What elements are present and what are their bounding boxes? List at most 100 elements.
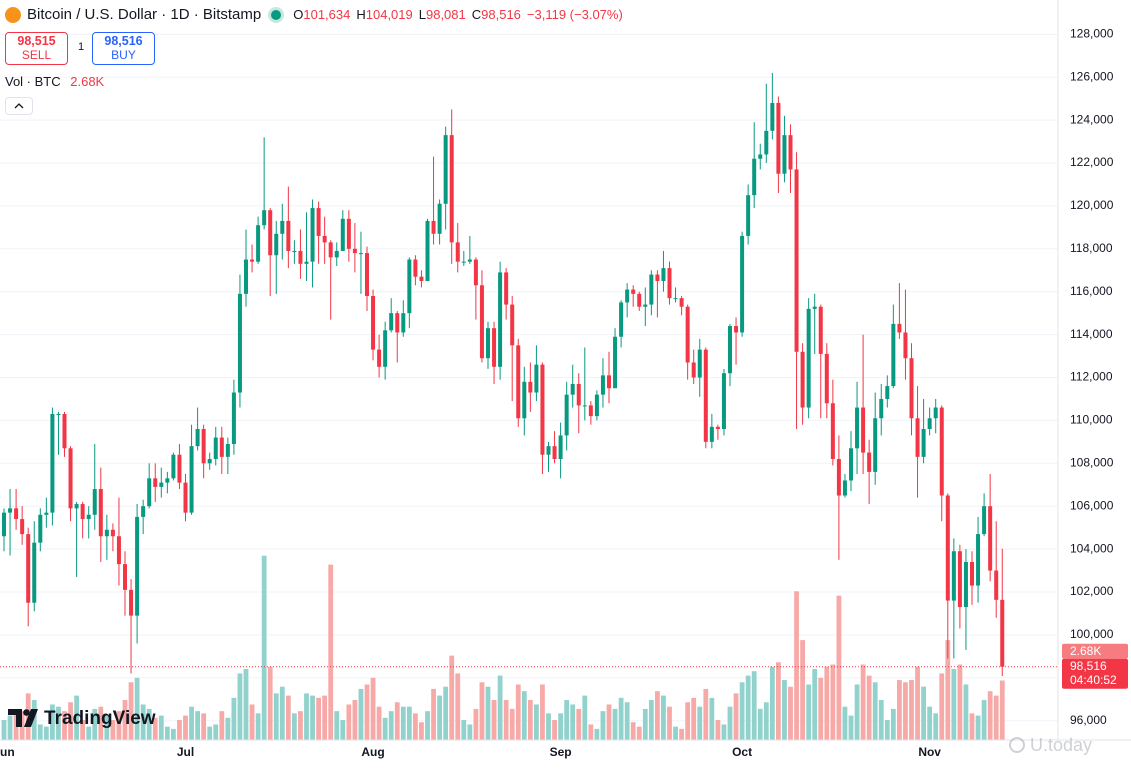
ohlc-value: 98,081 xyxy=(425,7,466,22)
volume-bar xyxy=(322,695,328,740)
candle-body xyxy=(600,375,605,395)
volume-bar xyxy=(963,684,969,740)
candle-body xyxy=(879,398,884,419)
y-tick-label: 114,000 xyxy=(1070,327,1113,341)
volume-bar xyxy=(279,686,285,740)
y-tick-label: 96,000 xyxy=(1070,713,1107,727)
volume-bar xyxy=(443,686,449,740)
candle-body xyxy=(316,208,321,236)
candle-body xyxy=(951,551,956,601)
candle-body xyxy=(685,306,690,363)
quantity: 1 xyxy=(78,41,85,53)
volume-bar xyxy=(183,715,188,740)
y-tick-label: 120,000 xyxy=(1070,198,1114,212)
volume-bar xyxy=(267,666,273,740)
ohlc-value: 101,634 xyxy=(303,7,351,22)
volume-bar xyxy=(969,713,975,740)
candle-body xyxy=(189,446,194,513)
volume-bar xyxy=(933,713,939,740)
volume-bar xyxy=(655,691,660,740)
x-tick-label: Aug xyxy=(361,745,384,759)
volume-bar xyxy=(1,720,7,740)
candle-body xyxy=(885,386,890,399)
y-tick-label: 126,000 xyxy=(1070,69,1114,83)
watermark-text: U.today xyxy=(1030,735,1092,755)
candle-body xyxy=(225,444,230,457)
coin-icon xyxy=(5,6,21,23)
volume-bar xyxy=(352,700,358,740)
candle-body xyxy=(764,130,769,155)
candle-body xyxy=(383,330,388,367)
candle-body xyxy=(649,274,654,305)
volume-bar xyxy=(733,693,739,740)
volume-value: 2.68K xyxy=(70,74,105,89)
volume-bar xyxy=(860,664,866,740)
volume-bar xyxy=(316,697,321,740)
volume-bar xyxy=(7,715,13,740)
candle-body xyxy=(492,328,497,367)
y-tick-label: 100,000 xyxy=(1070,627,1114,641)
candle-body xyxy=(818,306,823,354)
sell-button[interactable]: 98,515 SELL xyxy=(5,32,68,65)
candle-body xyxy=(625,289,630,303)
candle-body xyxy=(147,478,152,507)
volume-bar xyxy=(745,675,751,740)
countdown-text: 04:40:52 xyxy=(1070,673,1117,687)
volume-bar xyxy=(171,728,176,740)
volume-bar xyxy=(177,720,182,740)
ohlc-letter: O xyxy=(293,7,304,22)
volume-bar xyxy=(56,706,61,740)
volume-bar xyxy=(213,724,219,740)
volume-bar xyxy=(909,680,914,740)
volume-bar xyxy=(122,700,128,740)
candle-body xyxy=(498,272,503,367)
volume-bar xyxy=(818,677,824,740)
volume-bar xyxy=(467,724,473,740)
candle-body xyxy=(963,561,968,608)
candle-body xyxy=(443,135,448,204)
volume-bar xyxy=(104,715,110,740)
candle-body xyxy=(800,351,805,408)
candle-body xyxy=(292,250,297,252)
volume-bar xyxy=(50,704,55,740)
candle-body xyxy=(740,235,745,333)
volume-bar xyxy=(540,684,545,740)
volume-bar xyxy=(527,700,533,740)
volume-bar xyxy=(582,695,588,740)
volume-bar xyxy=(515,684,521,740)
candle-body xyxy=(401,313,406,333)
candle-body xyxy=(431,220,436,234)
volume-bar xyxy=(340,720,346,740)
ohlc-letter: L xyxy=(418,7,426,22)
volume-bar xyxy=(921,686,926,740)
candle-body xyxy=(455,242,460,262)
candle-body xyxy=(467,259,472,262)
buy-button[interactable]: 98,516 BUY xyxy=(92,32,155,65)
volume-bar xyxy=(491,700,497,740)
x-tick-label: Jun xyxy=(0,745,15,759)
y-tick-label: 106,000 xyxy=(1070,498,1114,512)
volume-bar xyxy=(394,702,400,740)
candle-body xyxy=(14,508,19,520)
candle-body xyxy=(933,407,938,419)
candle-body xyxy=(613,336,618,389)
volume-bar xyxy=(763,702,769,740)
volume-bar xyxy=(999,680,1005,740)
candle-body xyxy=(673,298,678,300)
volume-bar xyxy=(975,715,981,740)
volume-bar xyxy=(800,640,805,740)
candle-body xyxy=(8,508,13,513)
ohlc-letter: C xyxy=(471,7,482,22)
volume-bar xyxy=(661,695,666,740)
candle-body xyxy=(728,326,732,374)
volume-bar xyxy=(981,700,987,740)
collapse-button[interactable] xyxy=(5,97,33,115)
candle-body xyxy=(752,158,757,196)
volume-bar xyxy=(806,684,812,740)
volume-bar xyxy=(576,708,582,740)
volume-tag-text: 2.68K xyxy=(1070,644,1101,658)
symbol-title[interactable]: Bitcoin / U.S. Dollar · 1D · Bitstamp xyxy=(27,6,262,23)
candle-body xyxy=(201,428,206,464)
candle-body xyxy=(352,248,357,254)
